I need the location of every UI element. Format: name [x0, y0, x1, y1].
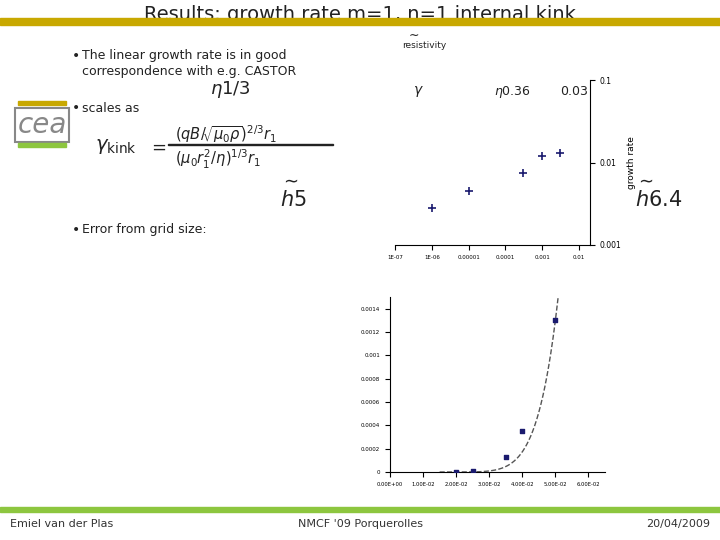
Text: •: • — [72, 101, 80, 115]
Bar — [0, 18, 720, 25]
Text: $\gamma_{\rm kink}$: $\gamma_{\rm kink}$ — [95, 138, 137, 157]
Text: $h5$: $h5$ — [280, 190, 307, 210]
Bar — [0, 507, 720, 512]
Point — [463, 187, 474, 195]
Bar — [168, 144, 333, 145]
Text: Error from grid size:: Error from grid size: — [82, 224, 207, 237]
Text: $h6.4$: $h6.4$ — [635, 190, 683, 210]
Text: $(\mu_0 r_1^2/\eta)^{1/3}r_1$: $(\mu_0 r_1^2/\eta)^{1/3}r_1$ — [175, 147, 261, 171]
Point — [467, 467, 479, 475]
Point — [554, 149, 565, 158]
Point — [426, 204, 438, 212]
Point — [549, 316, 561, 325]
Text: $\eta 1/3$: $\eta 1/3$ — [210, 78, 251, 99]
Text: $\sim$: $\sim$ — [635, 171, 654, 189]
Bar — [18, 101, 66, 105]
Text: $(qB/\!\sqrt{\mu_0\rho})^{2/3}r_1$: $(qB/\!\sqrt{\mu_0\rho})^{2/3}r_1$ — [175, 123, 277, 145]
Text: correspondence with e.g. CASTOR: correspondence with e.g. CASTOR — [82, 64, 296, 78]
Text: Results: growth rate m=1, n=1 internal kink: Results: growth rate m=1, n=1 internal k… — [144, 4, 576, 24]
Text: NMCF '09 Porquerolles: NMCF '09 Porquerolles — [297, 519, 423, 529]
Text: resistivity: resistivity — [402, 41, 446, 50]
Text: Emiel van der Plas: Emiel van der Plas — [10, 519, 113, 529]
Text: $\sim$: $\sim$ — [280, 171, 299, 189]
Text: cea: cea — [17, 111, 67, 139]
Text: •: • — [72, 223, 80, 237]
Point — [517, 168, 528, 177]
Text: $\eta$0.36: $\eta$0.36 — [495, 84, 531, 100]
Text: scales as: scales as — [82, 102, 139, 114]
Text: $\gamma$: $\gamma$ — [413, 84, 423, 99]
Text: 20/04/2009: 20/04/2009 — [646, 519, 710, 529]
Text: 0.03: 0.03 — [559, 85, 588, 98]
Point — [516, 427, 528, 435]
Text: •: • — [72, 49, 80, 63]
Y-axis label: growth rate: growth rate — [627, 136, 636, 189]
Point — [451, 467, 462, 476]
Text: The linear growth rate is in good: The linear growth rate is in good — [82, 50, 287, 63]
Text: $\sim$: $\sim$ — [406, 28, 420, 40]
Text: $=$: $=$ — [148, 138, 166, 156]
Point — [500, 453, 511, 462]
Point — [536, 152, 548, 160]
Bar — [18, 143, 66, 147]
